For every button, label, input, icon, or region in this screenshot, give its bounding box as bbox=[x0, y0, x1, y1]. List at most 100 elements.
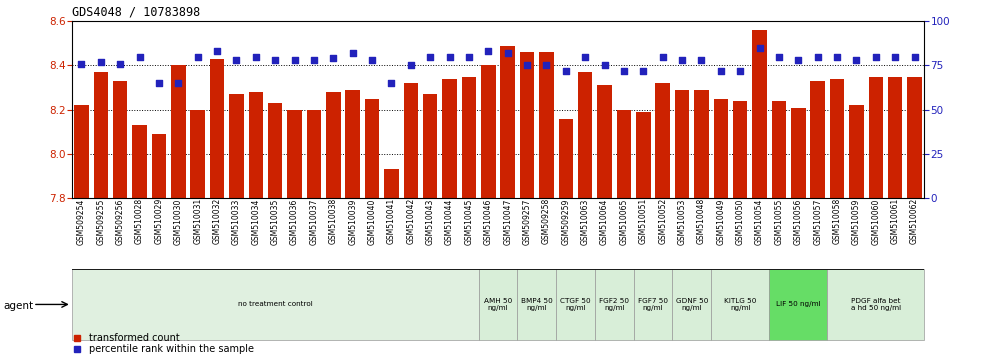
Bar bbox=[869, 76, 883, 198]
Text: GSM510064: GSM510064 bbox=[600, 198, 610, 245]
Text: GSM510035: GSM510035 bbox=[271, 198, 280, 245]
Bar bbox=[733, 101, 747, 198]
Bar bbox=[850, 105, 864, 198]
Text: GSM510061: GSM510061 bbox=[890, 198, 899, 245]
Point bbox=[791, 57, 807, 63]
Text: GSM510055: GSM510055 bbox=[775, 198, 784, 245]
Text: GSM509256: GSM509256 bbox=[116, 198, 124, 245]
Point bbox=[674, 57, 690, 63]
Point bbox=[616, 68, 631, 74]
Text: GSM510039: GSM510039 bbox=[349, 198, 358, 245]
Text: GSM510054: GSM510054 bbox=[755, 198, 764, 245]
Bar bbox=[907, 76, 922, 198]
Point bbox=[306, 57, 322, 63]
Bar bbox=[830, 79, 845, 198]
Bar bbox=[655, 83, 670, 198]
Text: GSM509255: GSM509255 bbox=[97, 198, 106, 245]
Point bbox=[752, 45, 768, 51]
Bar bbox=[384, 170, 398, 198]
Point bbox=[267, 57, 283, 63]
Bar bbox=[72, 269, 479, 340]
Text: FGF7 50
ng/ml: FGF7 50 ng/ml bbox=[638, 298, 668, 311]
Bar bbox=[539, 52, 554, 198]
Bar bbox=[94, 72, 108, 198]
Bar bbox=[517, 269, 556, 340]
Point bbox=[558, 68, 574, 74]
Bar bbox=[210, 59, 224, 198]
Text: GDNF 50
ng/ml: GDNF 50 ng/ml bbox=[675, 298, 708, 311]
Text: GSM509258: GSM509258 bbox=[542, 198, 551, 245]
Point bbox=[597, 63, 613, 68]
Point bbox=[228, 57, 244, 63]
Bar bbox=[888, 76, 902, 198]
Bar bbox=[633, 269, 672, 340]
Point bbox=[170, 80, 186, 86]
Bar bbox=[287, 110, 302, 198]
Text: GSM510056: GSM510056 bbox=[794, 198, 803, 245]
Text: GSM510053: GSM510053 bbox=[677, 198, 686, 245]
Point bbox=[635, 68, 651, 74]
Bar bbox=[113, 81, 127, 198]
Text: GSM510045: GSM510045 bbox=[464, 198, 473, 245]
Text: GSM510036: GSM510036 bbox=[290, 198, 299, 245]
Bar bbox=[74, 105, 89, 198]
Bar bbox=[500, 46, 515, 198]
Text: GSM510065: GSM510065 bbox=[620, 198, 628, 245]
Bar bbox=[268, 103, 283, 198]
Bar bbox=[675, 90, 689, 198]
Bar bbox=[307, 110, 321, 198]
Point bbox=[829, 54, 845, 59]
Text: no treatment control: no treatment control bbox=[238, 302, 313, 307]
Bar bbox=[828, 269, 924, 340]
Point bbox=[383, 80, 399, 86]
Text: GSM510028: GSM510028 bbox=[135, 198, 144, 244]
Point bbox=[713, 68, 729, 74]
Text: GSM510060: GSM510060 bbox=[872, 198, 880, 245]
Point bbox=[326, 56, 342, 61]
Bar bbox=[326, 92, 341, 198]
Point bbox=[693, 57, 709, 63]
Text: CTGF 50
ng/ml: CTGF 50 ng/ml bbox=[560, 298, 591, 311]
Bar bbox=[559, 119, 573, 198]
Point bbox=[868, 54, 883, 59]
Text: FGF2 50
ng/ml: FGF2 50 ng/ml bbox=[600, 298, 629, 311]
Point bbox=[365, 57, 380, 63]
Bar bbox=[694, 90, 709, 198]
Point bbox=[113, 61, 128, 67]
Bar bbox=[636, 112, 650, 198]
Point bbox=[74, 61, 90, 67]
Point bbox=[461, 54, 477, 59]
Text: GSM510033: GSM510033 bbox=[232, 198, 241, 245]
Point bbox=[732, 68, 748, 74]
Point bbox=[849, 57, 865, 63]
Bar bbox=[481, 65, 496, 198]
Text: GSM510058: GSM510058 bbox=[833, 198, 842, 245]
Text: percentile rank within the sample: percentile rank within the sample bbox=[90, 344, 254, 354]
Text: transformed count: transformed count bbox=[90, 333, 180, 343]
Text: GSM510059: GSM510059 bbox=[852, 198, 861, 245]
Bar bbox=[479, 269, 517, 340]
Text: GSM510049: GSM510049 bbox=[716, 198, 725, 245]
Point bbox=[810, 54, 826, 59]
Text: GSM510031: GSM510031 bbox=[193, 198, 202, 245]
Text: agent: agent bbox=[3, 301, 33, 311]
Text: GSM510047: GSM510047 bbox=[503, 198, 512, 245]
Text: GSM510029: GSM510029 bbox=[154, 198, 163, 245]
Bar bbox=[403, 83, 418, 198]
Text: BMP4 50
ng/ml: BMP4 50 ng/ml bbox=[521, 298, 553, 311]
Text: AMH 50
ng/ml: AMH 50 ng/ml bbox=[484, 298, 512, 311]
Point bbox=[209, 48, 225, 54]
Text: GSM510050: GSM510050 bbox=[736, 198, 745, 245]
Text: GSM510040: GSM510040 bbox=[368, 198, 376, 245]
Point bbox=[500, 50, 516, 56]
Point bbox=[480, 48, 496, 54]
Text: GSM510057: GSM510057 bbox=[813, 198, 823, 245]
Text: GSM510038: GSM510038 bbox=[329, 198, 338, 245]
Point bbox=[151, 80, 167, 86]
Bar bbox=[811, 81, 825, 198]
Point bbox=[402, 63, 418, 68]
Text: GDS4048 / 10783898: GDS4048 / 10783898 bbox=[72, 6, 200, 19]
Text: GSM509259: GSM509259 bbox=[562, 198, 571, 245]
Point bbox=[654, 54, 670, 59]
Text: PDGF alfa bet
a hd 50 ng/ml: PDGF alfa bet a hd 50 ng/ml bbox=[851, 298, 901, 311]
